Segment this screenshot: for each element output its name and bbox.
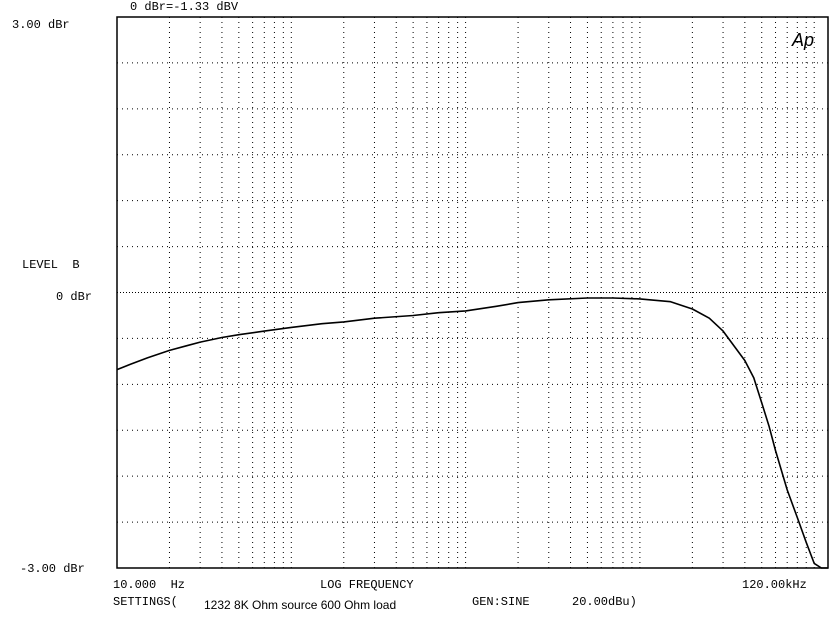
- grid-lines: [117, 17, 828, 568]
- generator-level: 20.00dBu): [572, 595, 637, 609]
- x-tick-min: 10.000 Hz: [113, 578, 185, 592]
- y-axis-label: LEVEL B: [22, 258, 80, 272]
- settings-label: SETTINGS(: [113, 595, 178, 609]
- x-axis-label: LOG FREQUENCY: [320, 578, 414, 592]
- generator-type: GEN:SINE: [472, 595, 530, 609]
- plot-frame: [117, 17, 828, 568]
- y-tick-zero: 0 dBr: [56, 290, 92, 304]
- y-tick-bottom: -3.00 dBr: [20, 562, 85, 576]
- x-tick-max: 120.00kHz: [742, 578, 807, 592]
- test-description: 1232 8K Ohm source 600 Ohm load: [204, 598, 396, 612]
- y-tick-top: 3.00 dBr: [12, 18, 70, 32]
- reference-level-text: 0 dBr=-1.33 dBV: [130, 0, 238, 14]
- audio-precision-logo: Ap: [792, 30, 814, 51]
